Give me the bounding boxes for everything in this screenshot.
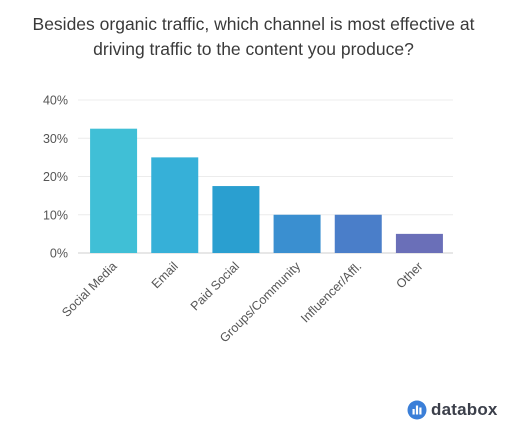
y-tick-label: 20% bbox=[43, 170, 68, 184]
bar bbox=[151, 157, 199, 253]
x-tick-label: Influencer/Affl. bbox=[298, 259, 364, 325]
bar-chart: 0% 10% 20% 30% 40% Social Media Email Paid Soci… bbox=[43, 94, 453, 345]
y-tick-label: 10% bbox=[43, 208, 68, 222]
y-tick-label: 40% bbox=[43, 94, 68, 108]
bar bbox=[273, 214, 321, 253]
brand-logo: databox bbox=[407, 400, 498, 420]
bar bbox=[395, 233, 443, 253]
bar bbox=[90, 128, 138, 253]
y-tick-label: 0% bbox=[50, 247, 68, 261]
databox-logo-icon bbox=[407, 400, 427, 420]
bar bbox=[334, 214, 382, 253]
chart-title: Besides organic traffic, which channel i… bbox=[0, 12, 507, 62]
x-tick-label: Paid Social bbox=[188, 259, 242, 313]
chart-title-line-2: driving traffic to the content you produ… bbox=[93, 39, 414, 59]
chart-title-line-1: Besides organic traffic, which channel i… bbox=[32, 14, 475, 34]
brand-name: databox bbox=[431, 400, 498, 419]
y-tick-label: 30% bbox=[43, 132, 68, 146]
x-tick-label: Social Media bbox=[59, 259, 120, 320]
x-tick-label: Email bbox=[149, 259, 181, 291]
bar bbox=[212, 186, 260, 253]
x-tick-label: Other bbox=[394, 259, 426, 291]
